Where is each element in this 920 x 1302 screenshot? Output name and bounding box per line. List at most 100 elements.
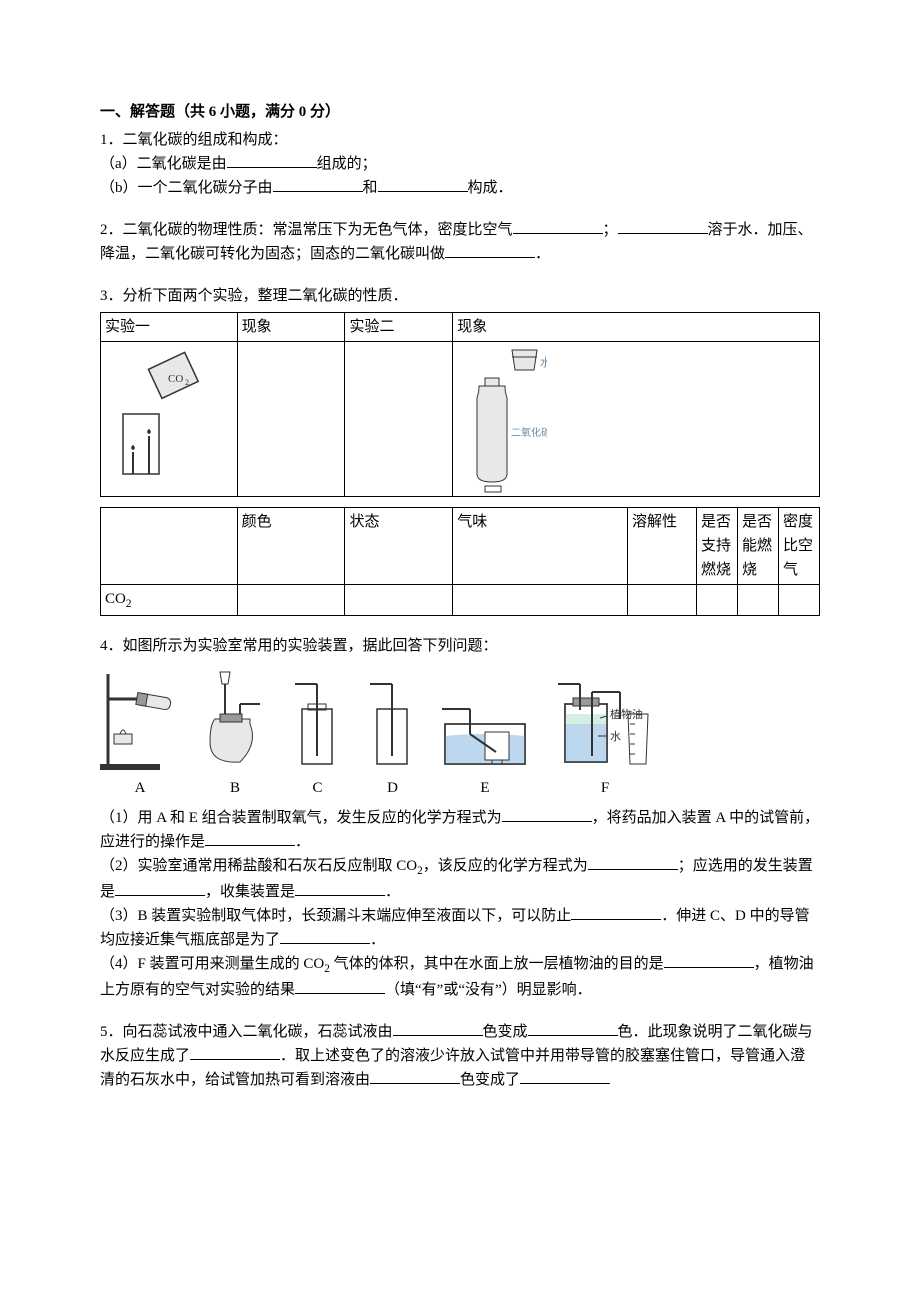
cell — [237, 342, 345, 497]
q3-table-2: 颜色 状态 气味 溶解性 是否支持燃烧 是否能燃烧 密度比空气 CO2 — [100, 507, 820, 616]
apparatus-label: E — [440, 776, 530, 800]
blank — [393, 1020, 483, 1036]
water-label: 水 — [610, 730, 621, 743]
blank — [571, 904, 661, 920]
apparatus-label: A — [100, 776, 180, 800]
text: ，该反应的化学方程式为 — [423, 858, 588, 874]
q4-line2: （2）实验室通常用稀盐酸和石灰石反应制取 CO2，该反应的化学方程式为；应选用的… — [100, 854, 820, 904]
blank — [588, 854, 678, 870]
q4-line3: （3）B 装置实验制取气体时，长颈漏斗末端应伸至液面以下，可以防止．伸进 C、D… — [100, 904, 820, 952]
cell: 现象 — [453, 313, 820, 342]
q4-lead: 4．如图所示为实验室常用的实验装置，据此回答下列问题： — [100, 634, 820, 658]
cell-exp2-figure: 水 二氧化碳 — [453, 342, 820, 497]
cell — [738, 585, 779, 616]
q1-a: （a）二氧化碳是由组成的； — [100, 152, 820, 176]
question-4: 4．如图所示为实验室常用的实验装置，据此回答下列问题： A — [100, 634, 820, 1002]
q2-post: ． — [535, 246, 550, 262]
question-5: 5．向石蕊试液中通入二氧化碳，石蕊试液由色变成色．此现象说明了二氧化碳与水反应生… — [100, 1020, 820, 1092]
apparatus-d: D — [365, 664, 420, 800]
blank — [618, 218, 708, 234]
question-1: 1．二氧化碳的组成和构成： （a）二氧化碳是由组成的； （b）一个二氧化碳分子由… — [100, 128, 820, 200]
text: （1）用 A 和 E 组合装置制取氧气，发生反应的化学方程式为 — [100, 810, 502, 826]
blank — [445, 242, 535, 258]
beaker-pour-icon: CO 2 — [105, 344, 215, 484]
text: 色变成了 — [460, 1072, 520, 1088]
apparatus-e-icon — [440, 664, 530, 774]
apparatus-label: D — [365, 776, 420, 800]
cell: CO2 — [101, 585, 238, 616]
co2-text: CO — [105, 591, 126, 607]
blank — [520, 1068, 610, 1084]
cell: 现象 — [237, 313, 345, 342]
text: 色变成 — [483, 1024, 528, 1040]
apparatus-label: F — [550, 776, 660, 800]
q4-line1: （1）用 A 和 E 组合装置制取氧气，发生反应的化学方程式为，将药品加入装置 … — [100, 806, 820, 854]
text: 5．向石蕊试液中通入二氧化碳，石蕊试液由 — [100, 1024, 393, 1040]
blank — [664, 952, 754, 968]
blank — [513, 218, 603, 234]
cell — [345, 342, 453, 497]
blank — [502, 806, 592, 822]
q1-b: （b）一个二氧化碳分子由和构成． — [100, 176, 820, 200]
apparatus-label: B — [200, 776, 270, 800]
cell — [697, 585, 738, 616]
section-title: 一、解答题（共 6 小题，满分 0 分） — [100, 100, 820, 124]
blank — [295, 880, 385, 896]
apparatus-d-icon — [365, 664, 420, 774]
cell — [453, 585, 628, 616]
cell: 是否支持燃烧 — [697, 508, 738, 585]
blank — [370, 1068, 460, 1084]
text: （填“有”或“没有”）明显影响． — [385, 982, 592, 998]
q1-a-pre: （a）二氧化碳是由 — [100, 156, 227, 172]
cell — [237, 585, 345, 616]
text: ． — [295, 834, 310, 850]
co2-label: 二氧化碳 — [511, 426, 547, 439]
text: （3）B 装置实验制取气体时，长颈漏斗末端应伸至液面以下，可以防止 — [100, 908, 571, 924]
apparatus-f-icon: 植物油 水 — [550, 664, 660, 774]
apparatus-b: B — [200, 664, 270, 800]
q4-apparatus-row: A B C — [100, 664, 820, 800]
cell — [779, 585, 820, 616]
blank — [280, 928, 370, 944]
cell-exp1-figure: CO 2 — [101, 342, 238, 497]
apparatus-c-icon — [290, 664, 345, 774]
apparatus-b-icon — [200, 664, 270, 774]
q2-mid1: ； — [603, 222, 618, 238]
text: ． — [370, 932, 385, 948]
cell — [628, 585, 697, 616]
cell: 溶解性 — [628, 508, 697, 585]
cell — [345, 585, 453, 616]
cell — [101, 508, 238, 585]
table-row: CO2 — [101, 585, 820, 616]
apparatus-label: C — [290, 776, 345, 800]
svg-text:CO: CO — [168, 373, 183, 385]
co2-sub: 2 — [126, 598, 132, 610]
text: ，收集装置是 — [205, 884, 295, 900]
q3-lead: 3．分析下面两个实验，整理二氧化碳的性质． — [100, 284, 820, 308]
text: （4）F 装置可用来测量生成的 CO — [100, 956, 324, 972]
oil-label: 植物油 — [610, 707, 643, 721]
cell: 颜色 — [237, 508, 345, 585]
blank — [378, 176, 468, 192]
q3-table-1: 实验一 现象 实验二 现象 CO 2 — [100, 312, 820, 497]
q4-line4: （4）F 装置可用来测量生成的 CO2 气体的体积，其中在水面上放一层植物油的目… — [100, 952, 820, 1002]
apparatus-c: C — [290, 664, 345, 800]
apparatus-e: E — [440, 664, 530, 800]
question-2: 2．二氧化碳的物理性质：常温常压下为无色气体，密度比空气；溶于水．加压、降温，二… — [100, 218, 820, 266]
blank — [273, 176, 363, 192]
q1-b-mid: 和 — [363, 180, 378, 196]
blank — [295, 978, 385, 994]
apparatus-f: 植物油 水 F — [550, 664, 660, 800]
cell: 密度比空气 — [779, 508, 820, 585]
text: ． — [385, 884, 400, 900]
q1-b-pre: （b）一个二氧化碳分子由 — [100, 180, 273, 196]
text: 气体的体积，其中在水面上放一层植物油的目的是 — [330, 956, 664, 972]
bottle-water-icon: 水 二氧化碳 — [457, 344, 547, 494]
cell: 状态 — [345, 508, 453, 585]
q1-lead: 1．二氧化碳的组成和构成： — [100, 128, 820, 152]
table-row: 实验一 现象 实验二 现象 — [101, 313, 820, 342]
water-label: 水 — [540, 356, 547, 369]
cell: 气味 — [453, 508, 628, 585]
apparatus-a-icon — [100, 664, 180, 774]
blank — [190, 1044, 280, 1060]
